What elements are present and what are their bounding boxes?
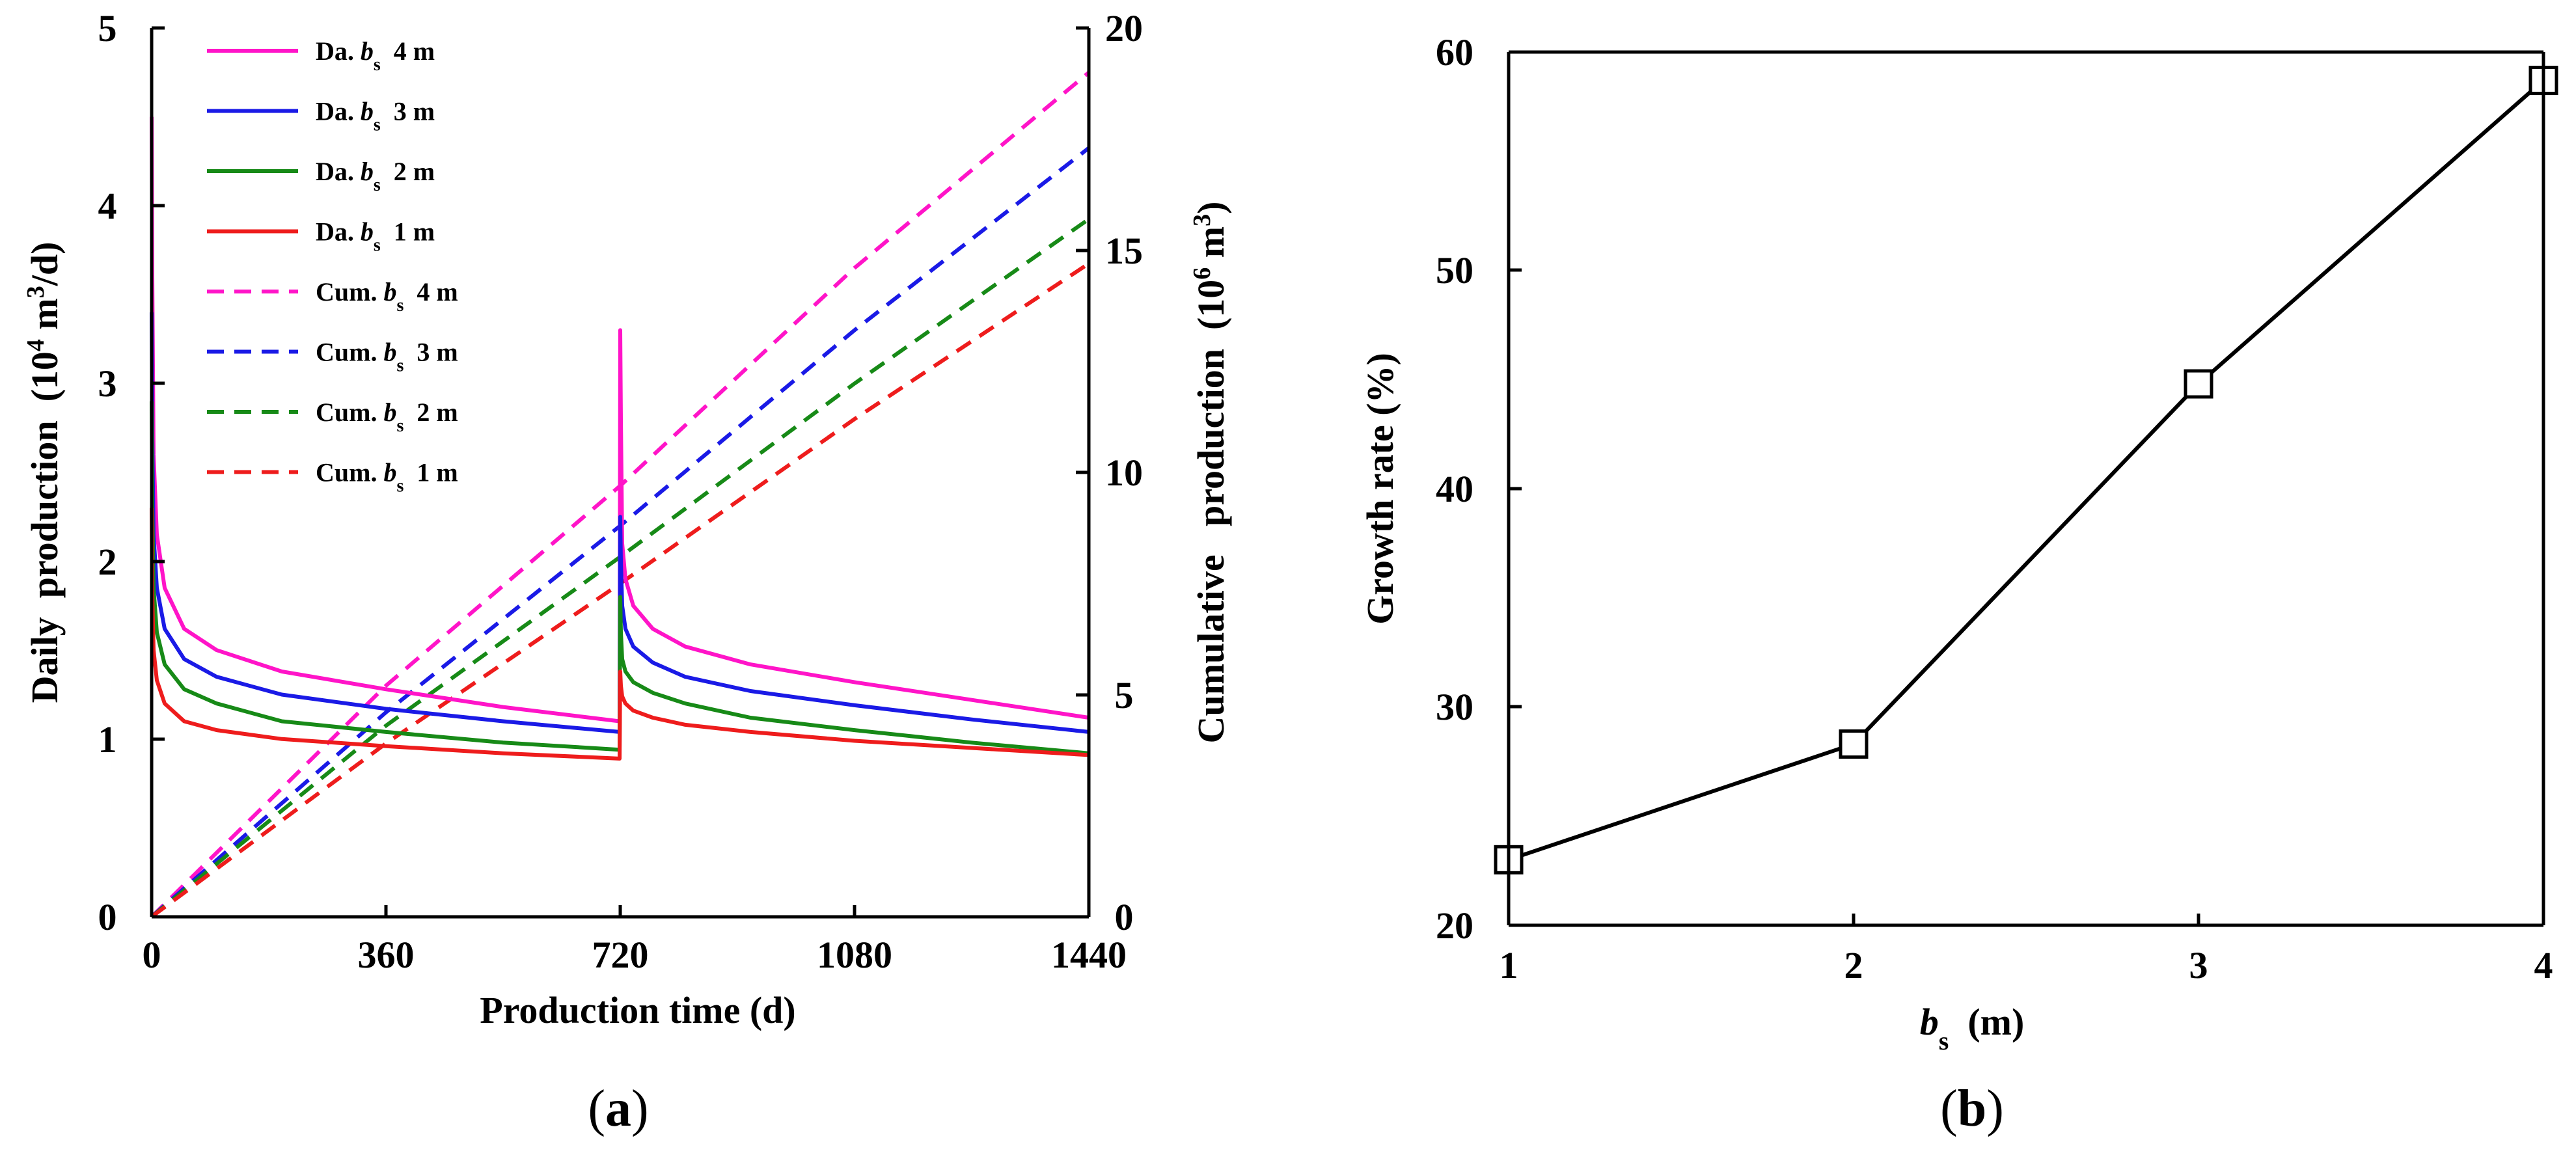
right-y-tick-label: 5 (1115, 674, 1134, 716)
panel-a-label: (a) (588, 1080, 648, 1137)
right-y-tick-label: 10 (1105, 452, 1143, 494)
left-y-tick-label: 3 (98, 362, 117, 405)
legend-label: Da. bs 2 m (316, 157, 435, 195)
legend-label: Cum. bs 2 m (316, 398, 458, 436)
right-y-tick-label: 0 (1115, 896, 1134, 938)
left-y-axis-title: Daily production (104 m3/d) (22, 242, 66, 703)
b-x-tick-label: 2 (1844, 944, 1863, 986)
legend-item: Cum. bs 3 m (207, 338, 458, 376)
right-y-tick-label: 20 (1105, 7, 1143, 49)
panel-a-chart: 0 1 2 3 4 5 0 5 10 15 20 0 360 720 (22, 7, 1232, 1137)
growth-rate-line (1508, 79, 2545, 862)
b-y-tick-label: 60 (1436, 31, 1473, 74)
x-tick-label: 360 (358, 934, 415, 976)
legend-item: Da. bs 4 m (207, 36, 435, 75)
legend-item: Da. bs 2 m (207, 157, 435, 195)
legend-item: Da. bs 1 m (207, 217, 435, 256)
right-y-axis-title: Cumulative production (106 m3) (1188, 202, 1232, 744)
panel-b-chart: 20 30 40 50 60 1 2 3 4 bs (m) Growth rat… (1359, 31, 2558, 1137)
b-x-tick-label: 3 (2189, 944, 2208, 986)
cumulative-line-b2 (150, 217, 1090, 919)
legend-label: Cum. bs 3 m (316, 338, 458, 376)
panel-b-label: (b) (1940, 1080, 2004, 1137)
left-y-tick-label: 2 (98, 541, 117, 583)
x-ticks: 0 360 720 1080 1440 (143, 905, 1127, 976)
b-x-ticks: 1 2 3 4 (1500, 914, 2553, 986)
b-x-tick-label: 4 (2534, 944, 2553, 986)
legend-label: Cum. bs 1 m (316, 458, 458, 496)
legend-label: Da. bs 4 m (316, 36, 435, 75)
left-y-ticks: 0 1 2 3 4 5 (98, 7, 165, 938)
legend-label: Da. bs 3 m (316, 97, 435, 135)
daily-line-b1 (150, 508, 1089, 761)
x-tick-label: 1080 (817, 934, 892, 976)
legend: Da. bs 4 m Da. bs 3 m Da. bs 2 m Da. bs 1 m… (207, 36, 458, 496)
growth-rate-marker (2184, 369, 2213, 399)
b-y-tick-label: 40 (1436, 468, 1473, 510)
growth-rate-series-group (1494, 66, 2558, 875)
right-y-tick-label: 15 (1105, 230, 1143, 272)
legend-label: Da. bs 1 m (316, 217, 435, 256)
right-y-ticks: 0 5 10 15 20 (1076, 7, 1143, 938)
b-y-tick-label: 30 (1436, 686, 1473, 728)
b-x-tick-label: 1 (1500, 944, 1518, 986)
b-y-tick-label: 50 (1436, 249, 1473, 292)
legend-label: Cum. bs 4 m (316, 277, 458, 316)
left-y-tick-label: 0 (98, 896, 117, 938)
b-y-tick-label: 20 (1436, 904, 1473, 947)
growth-rate-marker (1839, 729, 1869, 759)
legend-item: Cum. bs 4 m (207, 277, 458, 316)
legend-item: Cum. bs 2 m (207, 398, 458, 436)
x-tick-label: 720 (592, 934, 649, 976)
b-y-axis-title: Growth rate (%) (1359, 353, 1401, 625)
left-y-tick-label: 5 (98, 7, 117, 49)
b-x-axis-title: bs (m) (1920, 1001, 2025, 1055)
b-y-ticks: 20 30 40 50 60 (1436, 31, 1522, 947)
left-y-tick-label: 4 (98, 185, 117, 227)
x-axis-title: Production time (d) (480, 989, 795, 1031)
x-tick-label: 1440 (1051, 934, 1127, 976)
left-y-tick-label: 1 (98, 718, 117, 761)
daily-series-group (150, 116, 1089, 761)
legend-item: Cum. bs 1 m (207, 458, 458, 496)
legend-item: Da. bs 3 m (207, 97, 435, 135)
x-tick-label: 0 (143, 934, 161, 976)
